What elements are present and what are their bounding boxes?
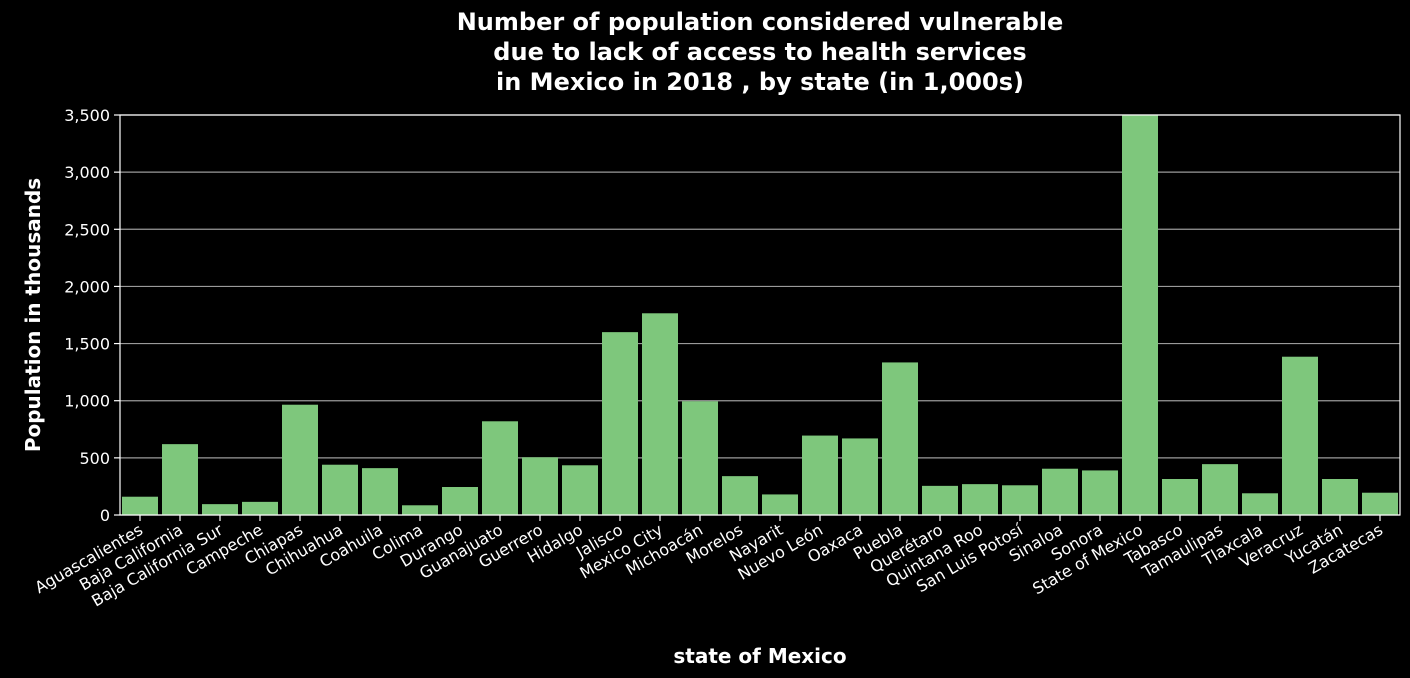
y-tick-label: 1,000: [64, 392, 110, 411]
y-tick-label: 3,500: [64, 106, 110, 125]
bar: [1362, 492, 1398, 515]
bar: [1082, 470, 1118, 515]
plot-frame: [119, 114, 1401, 516]
bar: [722, 476, 758, 515]
bar: [202, 504, 238, 515]
chart-title-line-1: Number of population considered vulnerab…: [457, 8, 1064, 36]
bar: [1122, 115, 1158, 515]
bar: [1162, 479, 1198, 515]
bar: [882, 362, 918, 515]
bar: [482, 421, 518, 515]
y-tick-label: 3,000: [64, 163, 110, 182]
y-axis-title: Population in thousands: [21, 178, 45, 452]
chart-title: Number of population considered vulnerab…: [457, 8, 1064, 96]
bar: [442, 487, 478, 515]
bar: [322, 464, 358, 515]
chart-title-line-3: in Mexico in 2018 , by state (in 1,000s): [496, 68, 1024, 96]
bar: [242, 501, 278, 515]
bar: [602, 332, 638, 515]
y-tick-label: 500: [79, 449, 110, 468]
bar: [402, 505, 438, 515]
bar: [922, 485, 958, 515]
y-tick-label: 2,000: [64, 277, 110, 296]
y-tick-label: 1,500: [64, 335, 110, 354]
bar: [682, 401, 718, 515]
bar: [802, 435, 838, 515]
bar: [1202, 464, 1238, 515]
bar: [282, 404, 318, 515]
bar: [1322, 479, 1358, 515]
bar: [562, 465, 598, 515]
bar: [162, 444, 198, 515]
bar: [1042, 468, 1078, 515]
chart-title-line-2: due to lack of access to health services: [493, 38, 1026, 66]
x-axis-title: state of Mexico: [673, 644, 846, 668]
bar: [122, 496, 158, 515]
y-tick-label: 0: [100, 506, 110, 525]
bar: [522, 457, 558, 515]
gridlines: [120, 114, 1400, 516]
y-axis-ticks: 0 500 1,000 1,500 2,000 2,500 3,000 3,500: [64, 106, 120, 525]
bar: [842, 438, 878, 515]
bar: [642, 313, 678, 515]
bar: [362, 468, 398, 515]
bar: [1002, 485, 1038, 515]
bars: [122, 115, 1398, 515]
bar: [762, 494, 798, 515]
y-tick-label: 2,500: [64, 220, 110, 239]
bar: [962, 484, 998, 515]
bar: [1242, 493, 1278, 515]
bar: [1282, 356, 1318, 515]
